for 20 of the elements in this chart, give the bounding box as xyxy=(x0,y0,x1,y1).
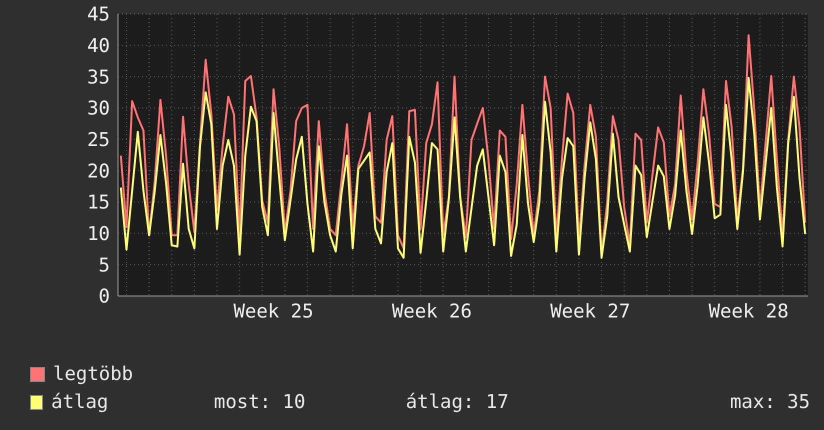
text: max: 35 xyxy=(728,391,810,413)
text: most: 10 xyxy=(214,391,306,413)
y-tick-label: 40 xyxy=(87,35,110,58)
y-tick-label: 20 xyxy=(87,160,110,182)
line-series xyxy=(120,76,806,259)
x-tick-label: Week 28 xyxy=(708,300,789,322)
text: átlag: 17 xyxy=(406,391,510,413)
x-tick-label: Week 25 xyxy=(233,300,314,322)
x-tick-label: Week 26 xyxy=(392,300,472,322)
y-tick-label: 10 xyxy=(87,223,110,246)
y-tick-label: 15 xyxy=(87,192,110,214)
y-tick-label: 35 xyxy=(87,66,110,88)
y-tick-label: 30 xyxy=(87,98,110,120)
x-tick-label: Week 27 xyxy=(550,300,630,322)
y-tick-label: 45 xyxy=(87,4,110,26)
y-tick-label: 5 xyxy=(98,254,110,276)
y-tick-label: 25 xyxy=(87,129,110,152)
legend-label: átlag xyxy=(51,391,110,413)
legend-label: legtöbb xyxy=(53,363,134,385)
y-tick-label: 0 xyxy=(98,286,110,308)
